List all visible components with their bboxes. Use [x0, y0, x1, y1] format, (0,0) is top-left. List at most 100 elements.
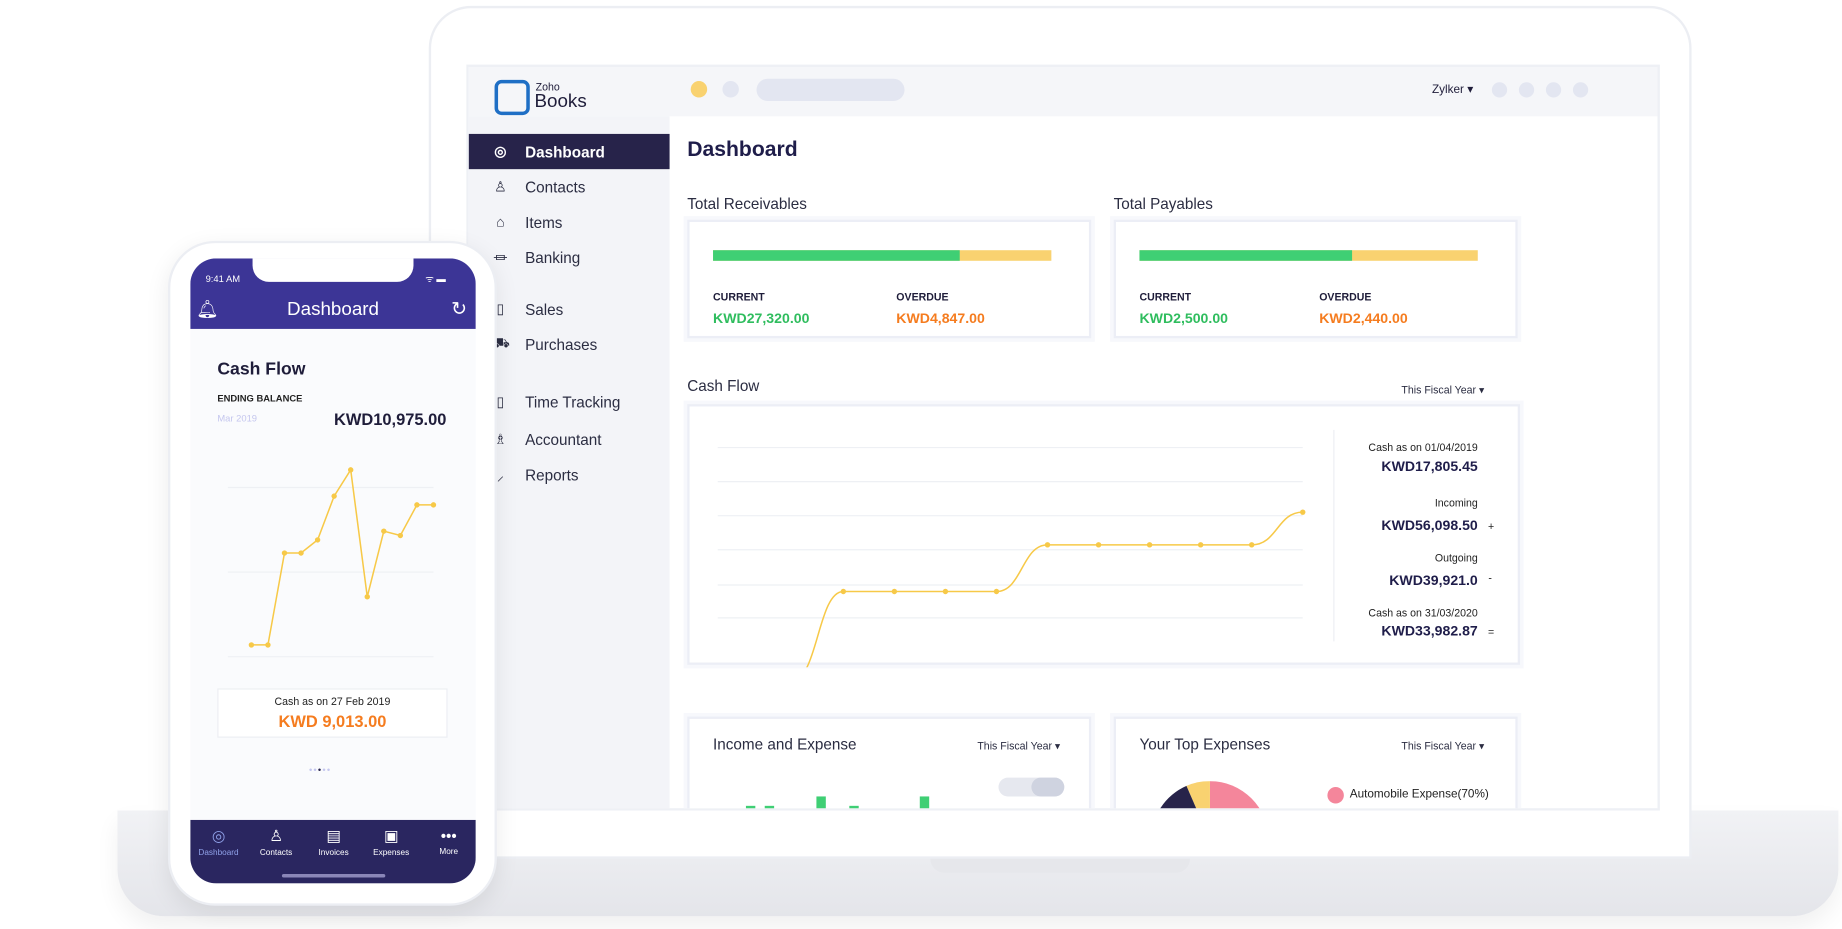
reports-icon: ⸝	[496, 466, 504, 484]
sidebar-item-purchases[interactable]: ⛟ Purchases	[469, 327, 670, 362]
plus-sign: +	[1488, 520, 1495, 533]
wallet-icon: ▣	[383, 826, 399, 845]
data-point[interactable]	[1044, 542, 1051, 548]
receivables-card[interactable]: CURRENT KWD27,320.00 OVERDUE KWD4,847.00	[687, 219, 1092, 339]
data-point[interactable]	[414, 502, 420, 508]
legend-label: Automobile Expense(70%)	[1349, 788, 1489, 802]
cashflow-line	[806, 511, 1303, 668]
data-point[interactable]	[993, 588, 1000, 595]
incoming-label: Incoming	[1434, 496, 1478, 509]
phone-nav-more[interactable]: ••• More	[421, 827, 476, 856]
cashflow-period-select[interactable]: This Fiscal Year ▾	[1401, 384, 1485, 396]
data-point[interactable]	[1146, 542, 1153, 548]
placeholder-dot	[722, 81, 739, 98]
sidebar: ◎ Dashboard ♙ Contacts ⌂ Items ⏛ Banking ▯ Sales ⛟…	[468, 116, 670, 809]
sidebar-item-contacts[interactable]: ♙ Contacts	[469, 169, 670, 204]
data-point[interactable]	[298, 550, 304, 556]
pie-slice	[1160, 785, 1197, 809]
top-expenses-period-select[interactable]: This Fiscal Year ▾	[1401, 740, 1485, 752]
data-point[interactable]	[314, 537, 321, 543]
phone-nav-invoices[interactable]: ▤ Invoices	[305, 827, 361, 858]
top-expenses-card: Your Top Expenses This Fiscal Year ▾ Aut…	[1113, 716, 1518, 809]
data-point[interactable]	[430, 502, 437, 508]
payables-card[interactable]: CURRENT KWD2,500.00 OVERDUE KWD2,440.00	[1113, 219, 1518, 339]
phone-header: 9:41 AM ᯤ ▬ 🔔︎ Dashboard ↻	[190, 258, 476, 329]
outgoing-value: KWD39,921.0	[1389, 572, 1478, 589]
sidebar-item-accountant[interactable]: ♗ Accountant	[469, 422, 670, 457]
wifi-battery-icon: ᯤ ▬	[425, 273, 446, 285]
income-expense-period-select[interactable]: This Fiscal Year ▾	[977, 740, 1061, 752]
income-expense-chart	[745, 796, 930, 809]
payables-overdue: KWD2,440.00	[1319, 310, 1408, 327]
phone-cashflow-chart	[227, 467, 437, 658]
data-point[interactable]	[381, 528, 387, 534]
end-label: Cash as on 31/03/2020	[1368, 607, 1478, 620]
data-point[interactable]	[397, 532, 404, 539]
income-bar	[849, 805, 859, 809]
phone-card-title: Cash Flow	[217, 359, 306, 380]
contacts-icon: ♙	[269, 826, 283, 845]
ending-balance-label: ENDING BALANCE	[217, 393, 303, 405]
sidebar-item-label: Dashboard	[525, 142, 605, 161]
receivables-current-fill	[713, 250, 961, 261]
page-indicator[interactable]: •••••	[308, 764, 332, 776]
sidebar-item-reports[interactable]: ⸝ Reports	[469, 457, 670, 492]
search-bar[interactable]	[756, 78, 905, 102]
data-point[interactable]	[1248, 542, 1255, 548]
phone-nav-dashboard[interactable]: ◎ Dashboard	[190, 827, 246, 858]
sidebar-item-items[interactable]: ⌂ Items	[469, 204, 670, 239]
data-point[interactable]	[840, 588, 847, 595]
equals-sign: =	[1488, 626, 1495, 638]
pie-slice-automobile	[1209, 781, 1260, 809]
cashflow-chart	[717, 446, 1306, 668]
chart-toggle[interactable]	[998, 777, 1065, 797]
data-point[interactable]	[891, 588, 898, 595]
start-label: Cash as on 01/04/2019	[1368, 441, 1478, 454]
basket-icon: ⌂	[496, 213, 505, 231]
phone-nav-contacts[interactable]: ♙ Contacts	[248, 827, 304, 858]
bell-icon[interactable]: 🔔︎	[196, 299, 219, 320]
data-point[interactable]	[347, 467, 354, 473]
phone-nav-label: Contacts	[259, 849, 293, 858]
data-point[interactable]	[1300, 509, 1306, 515]
cash-as-on-value: KWD 9,013.00	[278, 711, 387, 731]
overdue-label: OVERDUE	[896, 291, 949, 304]
end-value: KWD33,982.87	[1381, 622, 1478, 640]
toolbar-icon[interactable]	[1518, 82, 1535, 98]
data-point[interactable]	[248, 642, 255, 648]
phone-title: Dashboard	[287, 299, 380, 320]
toolbar-icon[interactable]	[1491, 82, 1508, 98]
receivables-current: KWD27,320.00	[713, 310, 810, 327]
data-point[interactable]	[942, 588, 949, 595]
divider	[1333, 429, 1335, 642]
sidebar-item-dashboard[interactable]: ◎ Dashboard	[468, 133, 670, 170]
data-point[interactable]	[331, 493, 337, 499]
sidebar-item-sales[interactable]: ▯ Sales	[469, 291, 670, 326]
sidebar-item-banking[interactable]: ⏛ Banking	[469, 240, 670, 275]
sidebar-item-label: Contacts	[525, 177, 586, 196]
pie-slice	[1186, 781, 1210, 809]
toolbar-icon[interactable]	[1545, 82, 1562, 98]
data-point[interactable]	[1095, 542, 1102, 548]
refresh-icon[interactable]: ↻	[451, 299, 467, 320]
timesheet-icon: ▯	[496, 393, 505, 410]
start-value: KWD17,805.45	[1381, 458, 1478, 475]
invoice-icon: ▤	[326, 826, 341, 845]
cash-as-on-label: Cash as on 27 Feb 2019	[274, 695, 391, 708]
sidebar-item-label: Reports	[525, 465, 579, 484]
data-point[interactable]	[281, 550, 288, 556]
data-point[interactable]	[265, 642, 271, 648]
receivables-overdue: KWD4,847.00	[896, 310, 985, 327]
cash-as-on-card: Cash as on 27 Feb 2019 KWD 9,013.00	[217, 688, 448, 738]
toolbar-icon[interactable]	[1572, 82, 1589, 98]
data-point[interactable]	[364, 594, 370, 600]
data-point[interactable]	[1197, 542, 1204, 548]
outgoing-label: Outgoing	[1434, 552, 1478, 564]
sidebar-item-time-tracking[interactable]: ▯ Time Tracking	[469, 384, 670, 419]
sidebar-item-label: Sales	[525, 300, 564, 318]
sidebar-item-label: Accountant	[525, 430, 602, 449]
payables-bar	[1139, 250, 1478, 261]
sidebar-item-label: Items	[525, 213, 563, 231]
phone-nav-expenses[interactable]: ▣ Expenses	[363, 827, 419, 858]
user-menu[interactable]: Zylker ▾	[1431, 83, 1474, 97]
